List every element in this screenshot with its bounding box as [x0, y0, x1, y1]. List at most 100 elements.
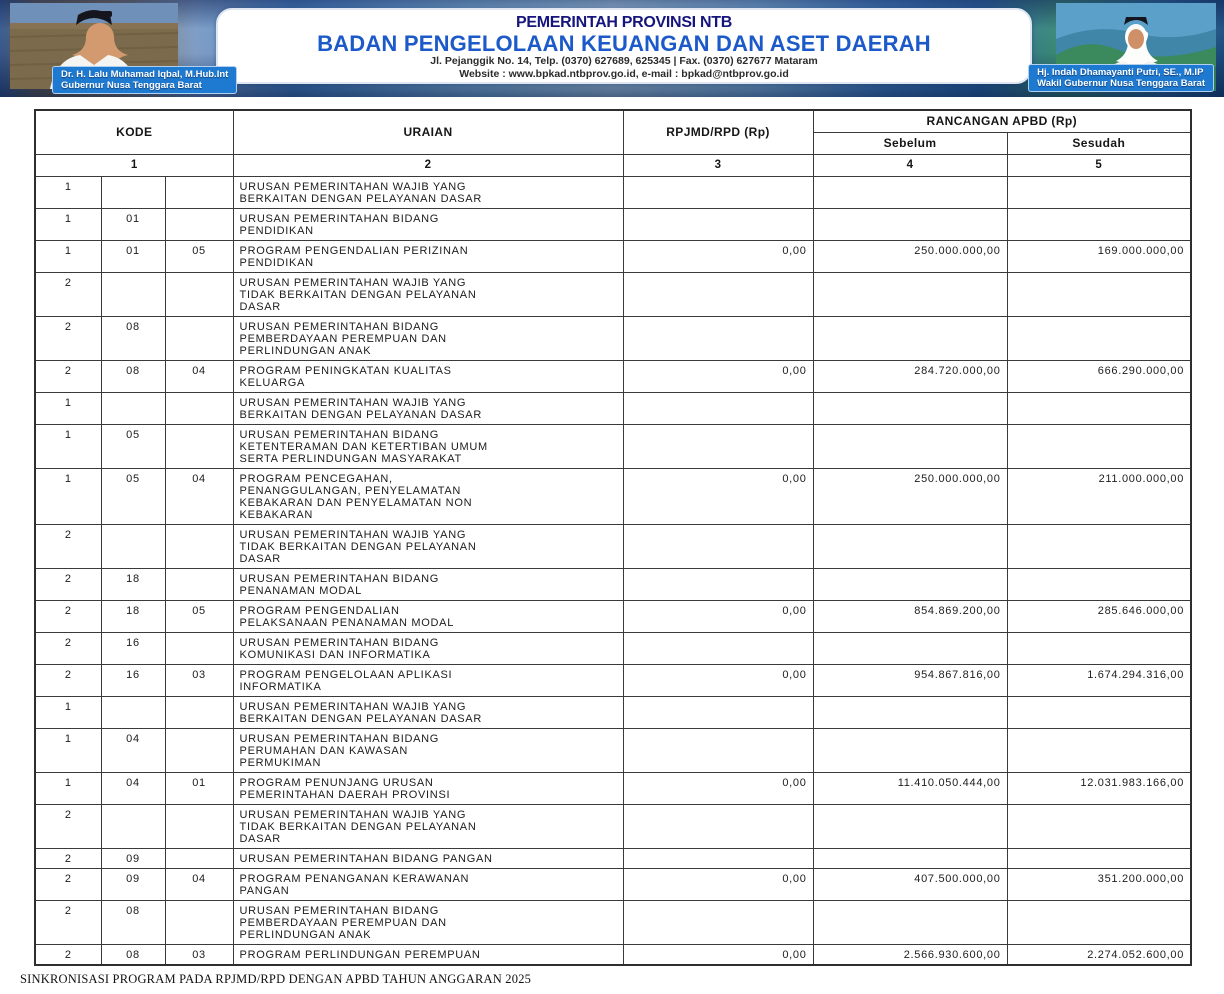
rpjmd-cell: 0,00 — [622, 943, 814, 965]
uraian-cell: PROGRAM PENCEGAHAN, PENANGGULANGAN, PENY… — [232, 467, 624, 525]
sesudah-cell — [1006, 899, 1192, 945]
kode-2-cell: 18 — [100, 599, 166, 633]
sebelum-cell — [812, 175, 1008, 209]
table-row: 1 05 04 PROGRAM PENCEGAHAN, PENANGGULANGAN,… — [34, 467, 1192, 525]
kode-2-cell: 09 — [100, 847, 166, 869]
kode-1-cell: 2 — [34, 315, 102, 361]
uraian-cell: URUSAN PEMERINTAHAN WAJIB YANG TIDAK BER… — [232, 271, 624, 317]
sesudah-cell — [1006, 567, 1192, 601]
header-rancangan-apbd: RANCANGAN APBD (Rp) — [812, 109, 1192, 133]
kode-3-cell — [164, 207, 234, 241]
sesudah-cell — [1006, 207, 1192, 241]
kode-3-cell: 03 — [164, 663, 234, 697]
kode-3-cell: 05 — [164, 239, 234, 273]
sebelum-cell — [812, 899, 1008, 945]
sebelum-cell — [812, 423, 1008, 469]
kode-1-cell: 1 — [34, 467, 102, 525]
kode-1-cell: 1 — [34, 695, 102, 729]
colnum-2: 2 — [232, 153, 624, 177]
rpjmd-cell: 0,00 — [622, 867, 814, 901]
kode-3-cell — [164, 847, 234, 869]
kode-3-cell — [164, 803, 234, 849]
table-row: 2 URUSAN PEMERINTAHAN WAJIB YANG TIDAK BE… — [34, 803, 1192, 849]
table-row: 2 URUSAN PEMERINTAHAN WAJIB YANG TIDAK BE… — [34, 271, 1192, 317]
rpjmd-cell — [622, 423, 814, 469]
uraian-cell: URUSAN PEMERINTAHAN BIDANG KETENTERAMAN … — [232, 423, 624, 469]
uraian-cell: URUSAN PEMERINTAHAN WAJIB YANG BERKAITAN… — [232, 695, 624, 729]
sebelum-cell — [812, 315, 1008, 361]
header-rpjmd: RPJMD/RPD (Rp) — [622, 109, 814, 155]
table-row: 2 08 03 PROGRAM PERLINDUNGAN PEREMPUAN 0,00 2… — [34, 943, 1192, 965]
agency-contact: Website : www.bpkad.ntbprov.go.id, e-mai… — [459, 68, 789, 80]
kode-1-cell: 2 — [34, 631, 102, 665]
kode-2-cell: 08 — [100, 315, 166, 361]
kode-1-cell: 1 — [34, 727, 102, 773]
rpjmd-cell — [622, 175, 814, 209]
rpjmd-cell — [622, 847, 814, 869]
sebelum-cell — [812, 207, 1008, 241]
kode-3-cell — [164, 899, 234, 945]
letterhead-box: PEMERINTAH PROVINSI NTB BADAN PENGELOLAA… — [216, 8, 1032, 84]
colnum-1: 1 — [34, 153, 234, 177]
kode-2-cell — [100, 391, 166, 425]
governor-title: Gubernur Nusa Tenggara Barat — [61, 80, 202, 91]
table-row: 2 08 URUSAN PEMERINTAHAN BIDANG PEMBERDAYA… — [34, 315, 1192, 361]
rpjmd-cell — [622, 727, 814, 773]
kode-3-cell — [164, 567, 234, 601]
kode-1-cell: 2 — [34, 803, 102, 849]
uraian-cell: PROGRAM PENUNJANG URUSAN PEMERINTAHAN DA… — [232, 771, 624, 805]
uraian-cell: URUSAN PEMERINTAHAN BIDANG PENANAMAN MOD… — [232, 567, 624, 601]
table-row: 2 URUSAN PEMERINTAHAN WAJIB YANG TIDAK BE… — [34, 523, 1192, 569]
sesudah-cell: 666.290.000,00 — [1006, 359, 1192, 393]
rpjmd-cell: 0,00 — [622, 599, 814, 633]
kode-3-cell: 04 — [164, 467, 234, 525]
table-row: 1 01 URUSAN PEMERINTAHAN BIDANG PENDIDIKAN — [34, 207, 1192, 241]
sesudah-cell — [1006, 847, 1192, 869]
uraian-cell: URUSAN PEMERINTAHAN BIDANG PERUMAHAN DAN… — [232, 727, 624, 773]
kode-3-cell: 03 — [164, 943, 234, 965]
kode-1-cell: 2 — [34, 271, 102, 317]
header-kode: KODE — [34, 109, 234, 155]
footer-note: SINKRONISASI PROGRAM PADA RPJMD/RPD DENG… — [20, 971, 532, 986]
table-row: 1 URUSAN PEMERINTAHAN WAJIB YANG BERKAITA… — [34, 695, 1192, 729]
sesudah-cell — [1006, 631, 1192, 665]
uraian-cell: URUSAN PEMERINTAHAN WAJIB YANG TIDAK BER… — [232, 803, 624, 849]
kode-1-cell: 2 — [34, 943, 102, 965]
kode-2-cell: 08 — [100, 899, 166, 945]
table-row: 1 04 01 PROGRAM PENUNJANG URUSAN PEMERINTAH… — [34, 771, 1192, 805]
rpjmd-cell — [622, 315, 814, 361]
kode-2-cell: 16 — [100, 663, 166, 697]
header-sebelum: Sebelum — [812, 131, 1008, 155]
kode-2-cell: 01 — [100, 239, 166, 273]
colnum-5: 5 — [1006, 153, 1192, 177]
kode-3-cell: 01 — [164, 771, 234, 805]
sebelum-cell — [812, 847, 1008, 869]
sebelum-cell: 954.867.816,00 — [812, 663, 1008, 697]
government-title: PEMERINTAH PROVINSI NTB — [516, 14, 732, 31]
sync-program-table: KODE URAIAN RPJMD/RPD (Rp) RANCANGAN APB… — [34, 109, 1193, 966]
uraian-cell: URUSAN PEMERINTAHAN BIDANG PEMBERDAYAAN … — [232, 315, 624, 361]
vice-governor-name: Hj. Indah Dhamayanti Putri, SE., M.IP — [1037, 67, 1204, 78]
vice-governor-title: Wakil Gubernur Nusa Tenggara Barat — [1037, 78, 1205, 89]
letterhead-banner: PEMERINTAH PROVINSI NTB BADAN PENGELOLAA… — [0, 0, 1224, 97]
kode-2-cell: 18 — [100, 567, 166, 601]
kode-3-cell — [164, 523, 234, 569]
table-row: 2 16 03 PROGRAM PENGELOLAAN APLIKASI INFORM… — [34, 663, 1192, 697]
table-row: 1 URUSAN PEMERINTAHAN WAJIB YANG BERKAITA… — [34, 391, 1192, 425]
sesudah-cell: 12.031.983.166,00 — [1006, 771, 1192, 805]
kode-3-cell — [164, 631, 234, 665]
kode-2-cell — [100, 271, 166, 317]
sebelum-cell — [812, 631, 1008, 665]
uraian-cell: PROGRAM PENANGANAN KERAWANAN PANGAN — [232, 867, 624, 901]
kode-2-cell: 16 — [100, 631, 166, 665]
rpjmd-cell: 0,00 — [622, 663, 814, 697]
uraian-cell: PROGRAM PENGENDALIAN PELAKSANAAN PENANAM… — [232, 599, 624, 633]
kode-1-cell: 2 — [34, 847, 102, 869]
sebelum-cell — [812, 803, 1008, 849]
kode-1-cell: 2 — [34, 867, 102, 901]
agency-address: Jl. Pejanggik No. 14, Telp. (0370) 62768… — [430, 55, 818, 67]
sesudah-cell: 211.000.000,00 — [1006, 467, 1192, 525]
kode-3-cell — [164, 391, 234, 425]
rpjmd-cell — [622, 695, 814, 729]
table-row: 1 04 URUSAN PEMERINTAHAN BIDANG PERUMAHAN … — [34, 727, 1192, 773]
